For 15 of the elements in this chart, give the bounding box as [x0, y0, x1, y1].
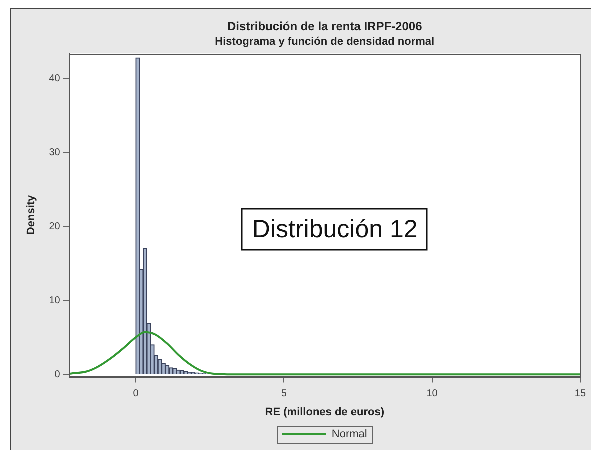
y-tick-label: 10: [49, 295, 61, 306]
annotation: Distribución 12: [252, 215, 418, 244]
x-tick-label: 15: [574, 388, 586, 400]
x-tick-label: 5: [281, 388, 288, 400]
x-tick-label: 10: [426, 388, 438, 400]
y-tick-label: 0: [54, 369, 61, 380]
chart-title: Distribución de la renta IRPF-2006: [228, 20, 423, 34]
x-tick-label: 0: [133, 388, 140, 400]
y-axis-title: Density: [26, 194, 38, 236]
y-tick-label: 30: [49, 147, 61, 158]
y-tick-label: 40: [49, 73, 61, 84]
y-tick-label: 20: [49, 221, 61, 232]
x-axis-title: RE (millones de euros): [265, 406, 385, 418]
legend-label: Normal: [332, 428, 368, 441]
chart-subtitle: Histograma y función de densidad normal: [215, 36, 435, 48]
